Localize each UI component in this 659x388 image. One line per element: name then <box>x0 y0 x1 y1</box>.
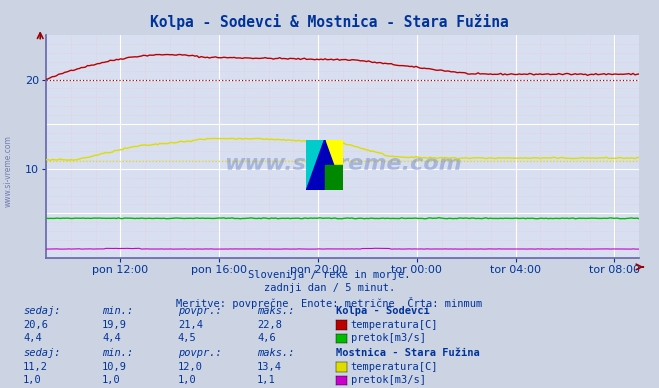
Text: Kolpa - Sodevci & Mostnica - Stara Fužina: Kolpa - Sodevci & Mostnica - Stara Fužin… <box>150 14 509 29</box>
Text: 4,6: 4,6 <box>257 333 275 343</box>
Text: 21,4: 21,4 <box>178 320 203 330</box>
Text: 20,6: 20,6 <box>23 320 48 330</box>
Text: 4,4: 4,4 <box>102 333 121 343</box>
Text: www.si-vreme.com: www.si-vreme.com <box>224 154 461 174</box>
Text: Mostnica - Stara Fužina: Mostnica - Stara Fužina <box>336 348 480 358</box>
Text: maks.:: maks.: <box>257 306 295 316</box>
Text: pretok[m3/s]: pretok[m3/s] <box>351 333 426 343</box>
Text: 12,0: 12,0 <box>178 362 203 372</box>
Text: povpr.:: povpr.: <box>178 306 221 316</box>
Text: 19,9: 19,9 <box>102 320 127 330</box>
Text: temperatura[C]: temperatura[C] <box>351 362 438 372</box>
Text: 1,1: 1,1 <box>257 375 275 385</box>
Text: min.:: min.: <box>102 348 133 358</box>
Text: Slovenija / reke in morje.: Slovenija / reke in morje. <box>248 270 411 280</box>
Text: sedaj:: sedaj: <box>23 306 61 316</box>
Text: 1,0: 1,0 <box>23 375 42 385</box>
Text: www.si-vreme.com: www.si-vreme.com <box>3 135 13 207</box>
Text: temperatura[C]: temperatura[C] <box>351 320 438 330</box>
Text: Kolpa - Sodevci: Kolpa - Sodevci <box>336 306 430 316</box>
Text: min.:: min.: <box>102 306 133 316</box>
Text: 4,5: 4,5 <box>178 333 196 343</box>
Text: 4,4: 4,4 <box>23 333 42 343</box>
Text: pretok[m3/s]: pretok[m3/s] <box>351 375 426 385</box>
Polygon shape <box>325 165 343 190</box>
Text: maks.:: maks.: <box>257 348 295 358</box>
Text: sedaj:: sedaj: <box>23 348 61 358</box>
Polygon shape <box>306 140 325 190</box>
Text: 13,4: 13,4 <box>257 362 282 372</box>
Text: Meritve: povprečne  Enote: metrične  Črta: minmum: Meritve: povprečne Enote: metrične Črta:… <box>177 297 482 309</box>
Text: 10,9: 10,9 <box>102 362 127 372</box>
Text: 22,8: 22,8 <box>257 320 282 330</box>
Text: 1,0: 1,0 <box>178 375 196 385</box>
Text: povpr.:: povpr.: <box>178 348 221 358</box>
Text: zadnji dan / 5 minut.: zadnji dan / 5 minut. <box>264 283 395 293</box>
Polygon shape <box>306 140 343 190</box>
Text: 11,2: 11,2 <box>23 362 48 372</box>
Text: 1,0: 1,0 <box>102 375 121 385</box>
